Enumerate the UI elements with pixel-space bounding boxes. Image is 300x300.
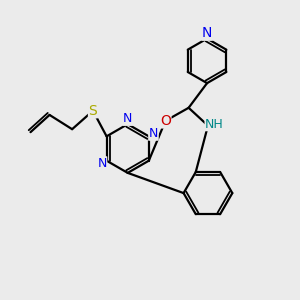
Text: S: S [88, 104, 97, 118]
Text: N: N [97, 157, 107, 170]
Text: N: N [202, 26, 212, 40]
Text: N: N [149, 127, 158, 140]
Text: N: N [123, 112, 132, 125]
Text: NH: NH [205, 118, 224, 130]
Text: O: O [160, 114, 171, 128]
